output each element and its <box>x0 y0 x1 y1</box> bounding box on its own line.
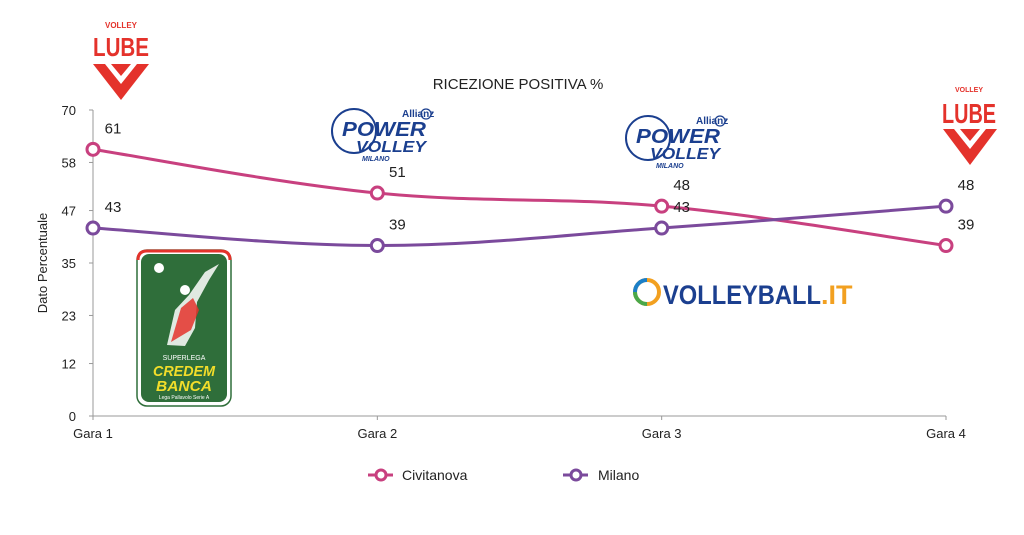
data-point-civitanova <box>85 141 101 157</box>
svg-text:MILANO: MILANO <box>656 163 684 170</box>
svg-text:Lega Pallavolo Serie A: Lega Pallavolo Serie A <box>159 395 210 401</box>
y-tick-label: 0 <box>69 409 76 424</box>
x-tick-label: Gara 4 <box>926 426 966 441</box>
svg-text:Allianz: Allianz <box>696 116 728 127</box>
data-label-civitanova: 61 <box>105 120 122 137</box>
data-label-milano: 43 <box>105 199 122 216</box>
svg-text:CREDEM: CREDEM <box>153 363 215 380</box>
powervolley-logo-1: Allianz POWER VOLLEY MILANO <box>331 108 434 163</box>
chart-title: RICEZIONE POSITIVA % <box>433 76 604 93</box>
volleyball-it-ball-icon <box>633 278 661 306</box>
data-point-milano <box>938 198 954 214</box>
svg-text:VOLLEYBALL: VOLLEYBALL <box>663 280 821 310</box>
legend-item-milano: Milano <box>563 467 639 483</box>
legend-label-milano: Milano <box>598 467 639 483</box>
series-points <box>85 141 954 254</box>
x-tick-label: Gara 2 <box>357 426 397 441</box>
svg-text:POWER: POWER <box>636 126 721 148</box>
series-line-civitanova <box>92 147 947 247</box>
svg-text:VOLLEY: VOLLEY <box>650 146 721 163</box>
tick-layer: 0 12 23 35 47 58 70 Gara 1 Gara 2 Gara 3 Gara 4 <box>62 103 966 441</box>
data-point-civitanova <box>654 198 670 214</box>
lube-logo-text: LUBE <box>942 98 996 129</box>
legend: Civitanova Milano <box>368 467 639 483</box>
data-point-milano <box>369 238 385 254</box>
data-point-milano <box>654 220 670 236</box>
data-label-milano: 39 <box>389 217 406 234</box>
powervolley-swoosh-icon <box>331 108 377 154</box>
y-tick-label: 70 <box>62 103 76 118</box>
powervolley-swoosh-icon <box>625 115 671 161</box>
series-lines <box>92 147 947 248</box>
svg-text:.IT: .IT <box>821 280 853 310</box>
svg-text:POWER: POWER <box>342 119 427 141</box>
y-tick-label: 12 <box>62 357 76 372</box>
volleyball-it-logo: VOLLEYBALL .IT <box>633 278 853 310</box>
legend-label-civitanova: Civitanova <box>402 467 468 483</box>
y-tick-label: 23 <box>62 308 76 323</box>
data-point-milano <box>85 220 101 236</box>
data-label-civitanova: 48 <box>673 177 690 194</box>
data-label-milano: 43 <box>673 199 690 216</box>
data-labels: 61 51 48 39 43 39 43 48 <box>105 120 975 233</box>
svg-text:SUPERLEGA: SUPERLEGA <box>163 355 206 362</box>
lube-logo-right: VOLLEY LUBE <box>942 87 997 165</box>
data-label-civitanova: 51 <box>389 164 406 181</box>
svg-text:MILANO: MILANO <box>362 156 390 163</box>
svg-text:Allianz: Allianz <box>402 109 434 120</box>
powervolley-logo-2: Allianz POWER VOLLEY MILANO <box>625 115 728 170</box>
legend-marker-icon <box>374 468 388 482</box>
data-label-civitanova: 39 <box>958 217 975 234</box>
lube-logo-top-text: VOLLEY <box>105 21 138 30</box>
svg-text:VOLLEY: VOLLEY <box>356 139 427 156</box>
lube-logo-top-text: VOLLEY <box>955 87 983 94</box>
svg-text:BANCA: BANCA <box>156 378 212 395</box>
legend-item-civitanova: Civitanova <box>368 467 468 483</box>
data-point-civitanova <box>938 238 954 254</box>
lube-logo-text: LUBE <box>93 32 149 62</box>
y-tick-label: 58 <box>62 155 76 170</box>
data-point-civitanova <box>369 185 385 201</box>
legend-marker-icon <box>569 468 583 482</box>
x-tick-label: Gara 1 <box>73 426 113 441</box>
series-line-milano <box>92 204 947 248</box>
volleyball-icon <box>154 263 164 273</box>
y-tick-label: 35 <box>62 256 76 271</box>
lube-logo-left: VOLLEY LUBE <box>93 21 149 100</box>
x-tick-label: Gara 3 <box>642 426 682 441</box>
data-label-milano: 48 <box>958 177 975 194</box>
y-tick-label: 47 <box>62 204 76 219</box>
superlega-logo: SUPERLEGA CREDEM BANCA Lega Pallavolo Se… <box>136 249 232 407</box>
y-axis-label: Dato Percentuale <box>35 213 50 313</box>
